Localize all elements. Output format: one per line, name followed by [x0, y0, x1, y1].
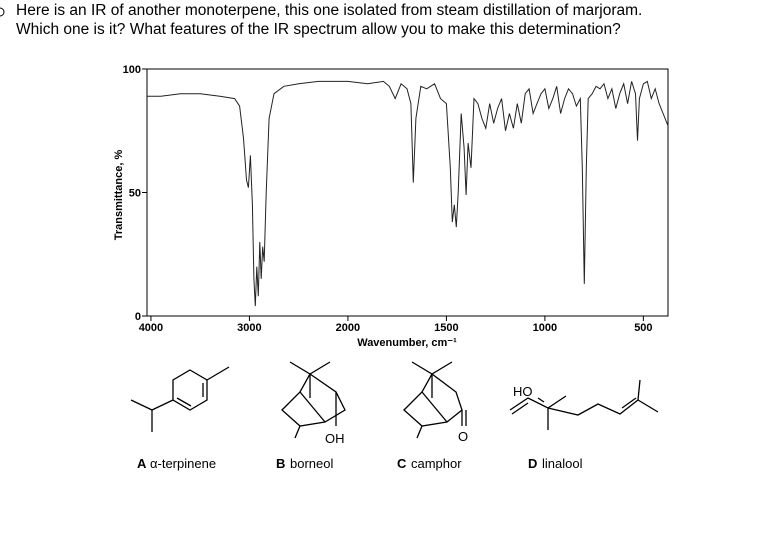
atom-label: HO: [513, 384, 533, 399]
bond: [130, 399, 153, 411]
bond: [537, 397, 545, 403]
x-tick-label: 2000: [336, 322, 360, 334]
bond: [416, 425, 423, 439]
bond: [289, 361, 331, 375]
bullet: [0, 7, 5, 17]
ring: [172, 369, 208, 411]
bond: [621, 397, 637, 409]
x-axis-title: Wavenumber, cm⁻¹: [357, 337, 457, 349]
plot-frame: [146, 68, 669, 317]
bond: [421, 391, 448, 423]
bond: [281, 373, 346, 427]
x-tick-label: 1500: [434, 322, 458, 334]
bond: [509, 395, 567, 411]
x-tick-label: 4000: [139, 322, 163, 334]
bond: [411, 361, 453, 375]
atom-label: O: [458, 429, 468, 444]
y-tick-label: 0: [135, 311, 141, 323]
bond: [151, 399, 174, 411]
x-tick-label: 1000: [533, 322, 557, 334]
bond: [511, 402, 529, 415]
bond: [176, 397, 192, 407]
question-line: Here is an IR of another monoterpene, th…: [16, 2, 643, 19]
bond: [637, 379, 641, 401]
compound-name: camphor: [411, 456, 462, 471]
bond: [299, 391, 326, 423]
compound-name: linalool: [542, 456, 583, 471]
compound-letter: A: [137, 456, 147, 471]
atom-label: OH: [325, 431, 345, 446]
structures: [130, 361, 659, 439]
compound-name: α-terpinene: [150, 456, 216, 471]
y-axis-title: Transmittance, %: [113, 150, 125, 241]
bond: [403, 373, 463, 427]
y-tick-label: 100: [123, 64, 141, 76]
compound-letter: D: [528, 456, 537, 471]
x-tick-label: 3000: [237, 322, 261, 334]
compound-letter: B: [276, 456, 285, 471]
x-tick-label: 500: [634, 322, 652, 334]
y-tick-label: 50: [129, 188, 141, 200]
bond: [547, 399, 659, 416]
compound-name: borneol: [290, 456, 333, 471]
compound-letter: C: [397, 456, 407, 471]
bond: [294, 425, 301, 439]
spectrum-line: [147, 80, 669, 307]
question-line: Which one is it? What features of the IR…: [16, 21, 621, 38]
bond: [206, 366, 230, 381]
